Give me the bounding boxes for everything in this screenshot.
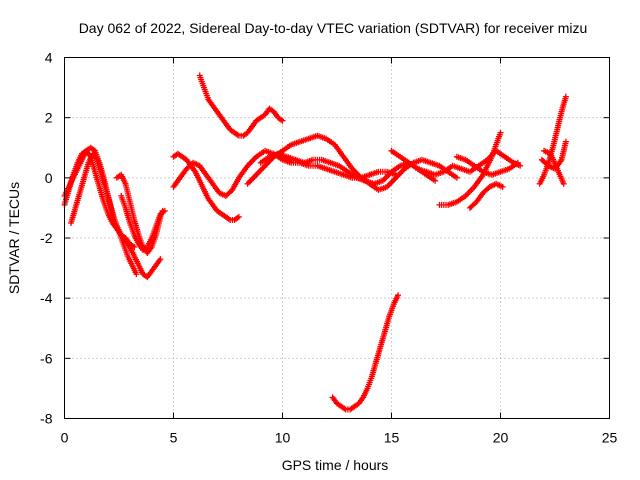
data-marks (61, 72, 569, 413)
x-tick-labels: 0 5 10 15 20 25 (61, 430, 618, 446)
series-arc-10 (257, 150, 439, 187)
y-tick-label: -4 (40, 290, 53, 306)
y-tick-label: -2 (40, 230, 53, 246)
y-axis-label: SDTVAR / TECUs (6, 182, 22, 294)
grid (64, 57, 610, 419)
y-tick-label: -8 (40, 411, 53, 427)
x-tick-label: 5 (170, 430, 178, 446)
series-arc-4 (113, 171, 166, 256)
y-tick-label: 0 (45, 170, 53, 186)
x-tick-label: 15 (384, 430, 400, 446)
x-tick-label: 0 (61, 430, 69, 446)
plot-frame (64, 57, 610, 419)
x-tick-label: 10 (275, 430, 291, 446)
series-arc-12 (388, 147, 524, 178)
series-arc-9 (244, 132, 460, 193)
series-arc-8 (196, 72, 286, 139)
y-tick-label: -6 (40, 350, 53, 366)
y-tick-label: 4 (45, 50, 53, 66)
x-tick-label: 25 (602, 430, 618, 446)
series-arc-14 (453, 153, 521, 178)
x-axis-label: GPS time / hours (282, 457, 389, 473)
x-tick-label: 20 (493, 430, 509, 446)
series-arc-15 (467, 180, 506, 211)
series-arc-16 (536, 93, 569, 187)
series-arc-5 (118, 192, 168, 253)
series-arc-11 (329, 292, 401, 413)
y-tick-label: 2 (45, 110, 53, 126)
chart-title: Day 062 of 2022, Sidereal Day-to-day VTE… (79, 20, 588, 36)
y-tick-labels: -8 -6 -4 -2 0 2 4 (40, 50, 53, 427)
series-arc-18 (541, 147, 567, 187)
series-arc-6 (170, 150, 242, 223)
